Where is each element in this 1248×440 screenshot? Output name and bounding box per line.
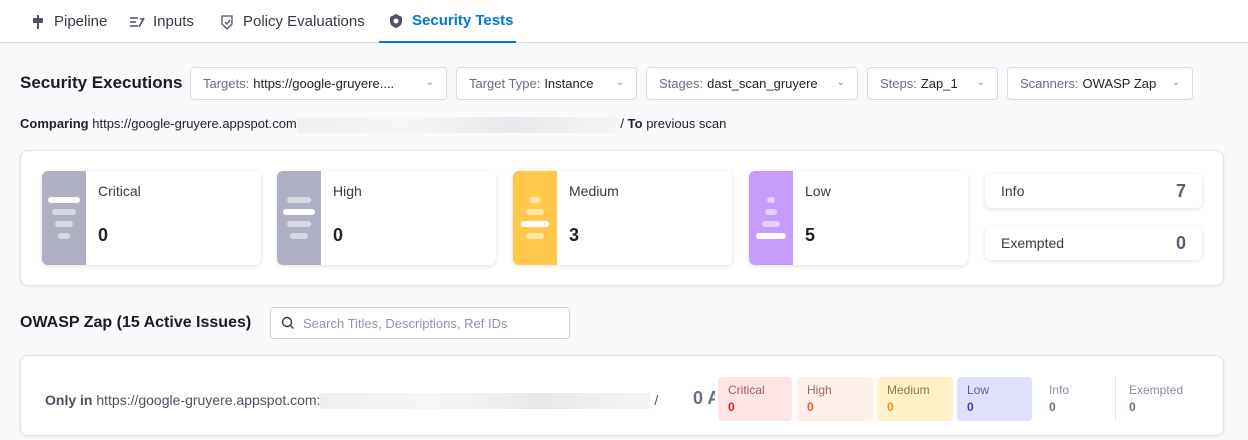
card-label: Info xyxy=(1001,183,1025,199)
severity-level-icon xyxy=(749,171,793,265)
high-card[interactable]: High 0 xyxy=(277,171,496,265)
chevron-down-icon: ⌄ xyxy=(836,77,845,88)
divider xyxy=(1115,377,1116,421)
card-label: Exempted xyxy=(1001,235,1065,251)
only-in-target: https://google-gruyere.appspot.com: xyxy=(96,392,321,408)
section-title: Security Executions xyxy=(20,73,183,92)
pill-label: Info xyxy=(1049,383,1070,397)
scanners-dropdown[interactable]: Scanners: OWASP Zap ⌄ xyxy=(1007,67,1193,100)
pill-value: 0 xyxy=(967,400,974,414)
pill-value: 0 xyxy=(728,400,735,414)
tab-label: Pipeline xyxy=(54,13,108,30)
pill-high: High 0 xyxy=(797,377,873,421)
card-value: 0 xyxy=(333,225,344,245)
filter-label: Stages: xyxy=(659,76,704,91)
pill-value: 0 xyxy=(887,400,894,414)
low-card[interactable]: Low 5 xyxy=(749,171,968,265)
filter-label: Targets: xyxy=(203,76,250,91)
pill-low: Low 0 xyxy=(957,377,1032,421)
card-value: 0 xyxy=(98,225,109,245)
exempted-card[interactable]: Exempted 0 xyxy=(985,226,1202,260)
comparison-line: Comparing https://google-gruyere.appspot… xyxy=(20,116,726,133)
to-label: To xyxy=(627,116,643,131)
chevron-down-icon: ⌄ xyxy=(425,77,434,88)
security-shield-icon xyxy=(390,13,402,28)
issues-title: OWASP Zap (15 Active Issues) xyxy=(20,314,252,331)
redacted-text xyxy=(320,393,651,410)
filter-value: Instance xyxy=(544,76,594,91)
tab-inputs[interactable]: Inputs xyxy=(129,0,194,43)
steps-dropdown[interactable]: Steps: Zap_1 ⌄ xyxy=(867,67,998,100)
card-label: Critical xyxy=(98,183,141,199)
tab-policy-evaluations[interactable]: Policy Evaluations xyxy=(219,0,365,43)
search-input[interactable]: Search Titles, Descriptions, Ref IDs xyxy=(270,307,570,339)
tab-label: Policy Evaluations xyxy=(243,13,365,30)
pill-info: Info 0 xyxy=(1039,377,1109,421)
pill-critical: Critical 0 xyxy=(718,377,792,421)
pill-medium: Medium 0 xyxy=(877,377,953,421)
redacted-text xyxy=(296,116,617,133)
filter-value: OWASP Zap xyxy=(1082,76,1157,91)
critical-card[interactable]: Critical 0 xyxy=(42,171,261,265)
filter-value: Zap_1 xyxy=(920,76,958,91)
pill-value: 0 xyxy=(1129,400,1136,414)
card-value: 3 xyxy=(569,225,580,245)
pipeline-icon xyxy=(33,14,43,29)
filter-value: dast_scan_gruyere xyxy=(707,76,818,91)
stages-dropdown[interactable]: Stages: dast_scan_gruyere ⌄ xyxy=(646,67,858,100)
comparing-target: https://google-gruyere.appspot.com xyxy=(92,116,297,131)
only-in-count: 0 A xyxy=(693,388,715,408)
pill-value: 0 xyxy=(1049,400,1056,414)
pill-label: Exempted xyxy=(1129,383,1184,397)
shield-check-icon xyxy=(221,14,233,30)
only-in-label: Only in xyxy=(45,392,93,408)
severity-level-icon xyxy=(277,171,321,265)
filter-label: Steps: xyxy=(880,76,917,91)
pill-value: 0 xyxy=(807,400,814,414)
info-card[interactable]: Info 7 xyxy=(985,174,1202,208)
tab-pipeline[interactable]: Pipeline xyxy=(30,0,107,43)
severity-level-icon xyxy=(513,171,557,265)
tab-security-tests[interactable]: Security Tests xyxy=(379,0,516,43)
card-value: 0 xyxy=(1175,232,1186,253)
card-value: 5 xyxy=(805,225,816,245)
chevron-down-icon: ⌄ xyxy=(1171,77,1180,88)
filter-label: Target Type: xyxy=(469,76,541,91)
search-placeholder: Search Titles, Descriptions, Ref IDs xyxy=(303,315,508,331)
filter-value: https://google-gruyere.... xyxy=(253,76,395,91)
only-in-line: Only in https://google-gruyere.appspot.c… xyxy=(45,392,659,410)
separator: / xyxy=(654,392,659,408)
inputs-icon xyxy=(130,16,145,27)
severity-level-icon xyxy=(42,171,86,265)
tab-bar: Pipeline Inputs Policy Evaluations Secur… xyxy=(0,0,1248,43)
pill-exempted: Exempted 0 xyxy=(1119,377,1209,421)
comparing-label: Comparing xyxy=(20,116,89,131)
tab-label: Inputs xyxy=(153,13,194,30)
pill-label: High xyxy=(807,383,832,397)
target-type-dropdown[interactable]: Target Type: Instance ⌄ xyxy=(456,67,637,100)
targets-dropdown[interactable]: Targets: https://google-gruyere.... ⌄ xyxy=(190,67,447,100)
pill-label: Medium xyxy=(887,383,930,397)
tab-label: Security Tests xyxy=(412,12,514,29)
card-label: Low xyxy=(805,183,831,199)
chevron-down-icon: ⌄ xyxy=(976,77,985,88)
card-label: High xyxy=(333,183,362,199)
separator: / xyxy=(620,116,625,131)
medium-card[interactable]: Medium 3 xyxy=(513,171,732,265)
search-icon xyxy=(281,316,294,329)
filter-label: Scanners: xyxy=(1020,76,1079,91)
chevron-down-icon: ⌄ xyxy=(615,77,624,88)
pill-label: Low xyxy=(967,383,990,397)
to-value: previous scan xyxy=(646,116,727,131)
card-value: 7 xyxy=(1175,180,1186,201)
pill-label: Critical xyxy=(728,383,765,397)
card-label: Medium xyxy=(569,183,619,199)
